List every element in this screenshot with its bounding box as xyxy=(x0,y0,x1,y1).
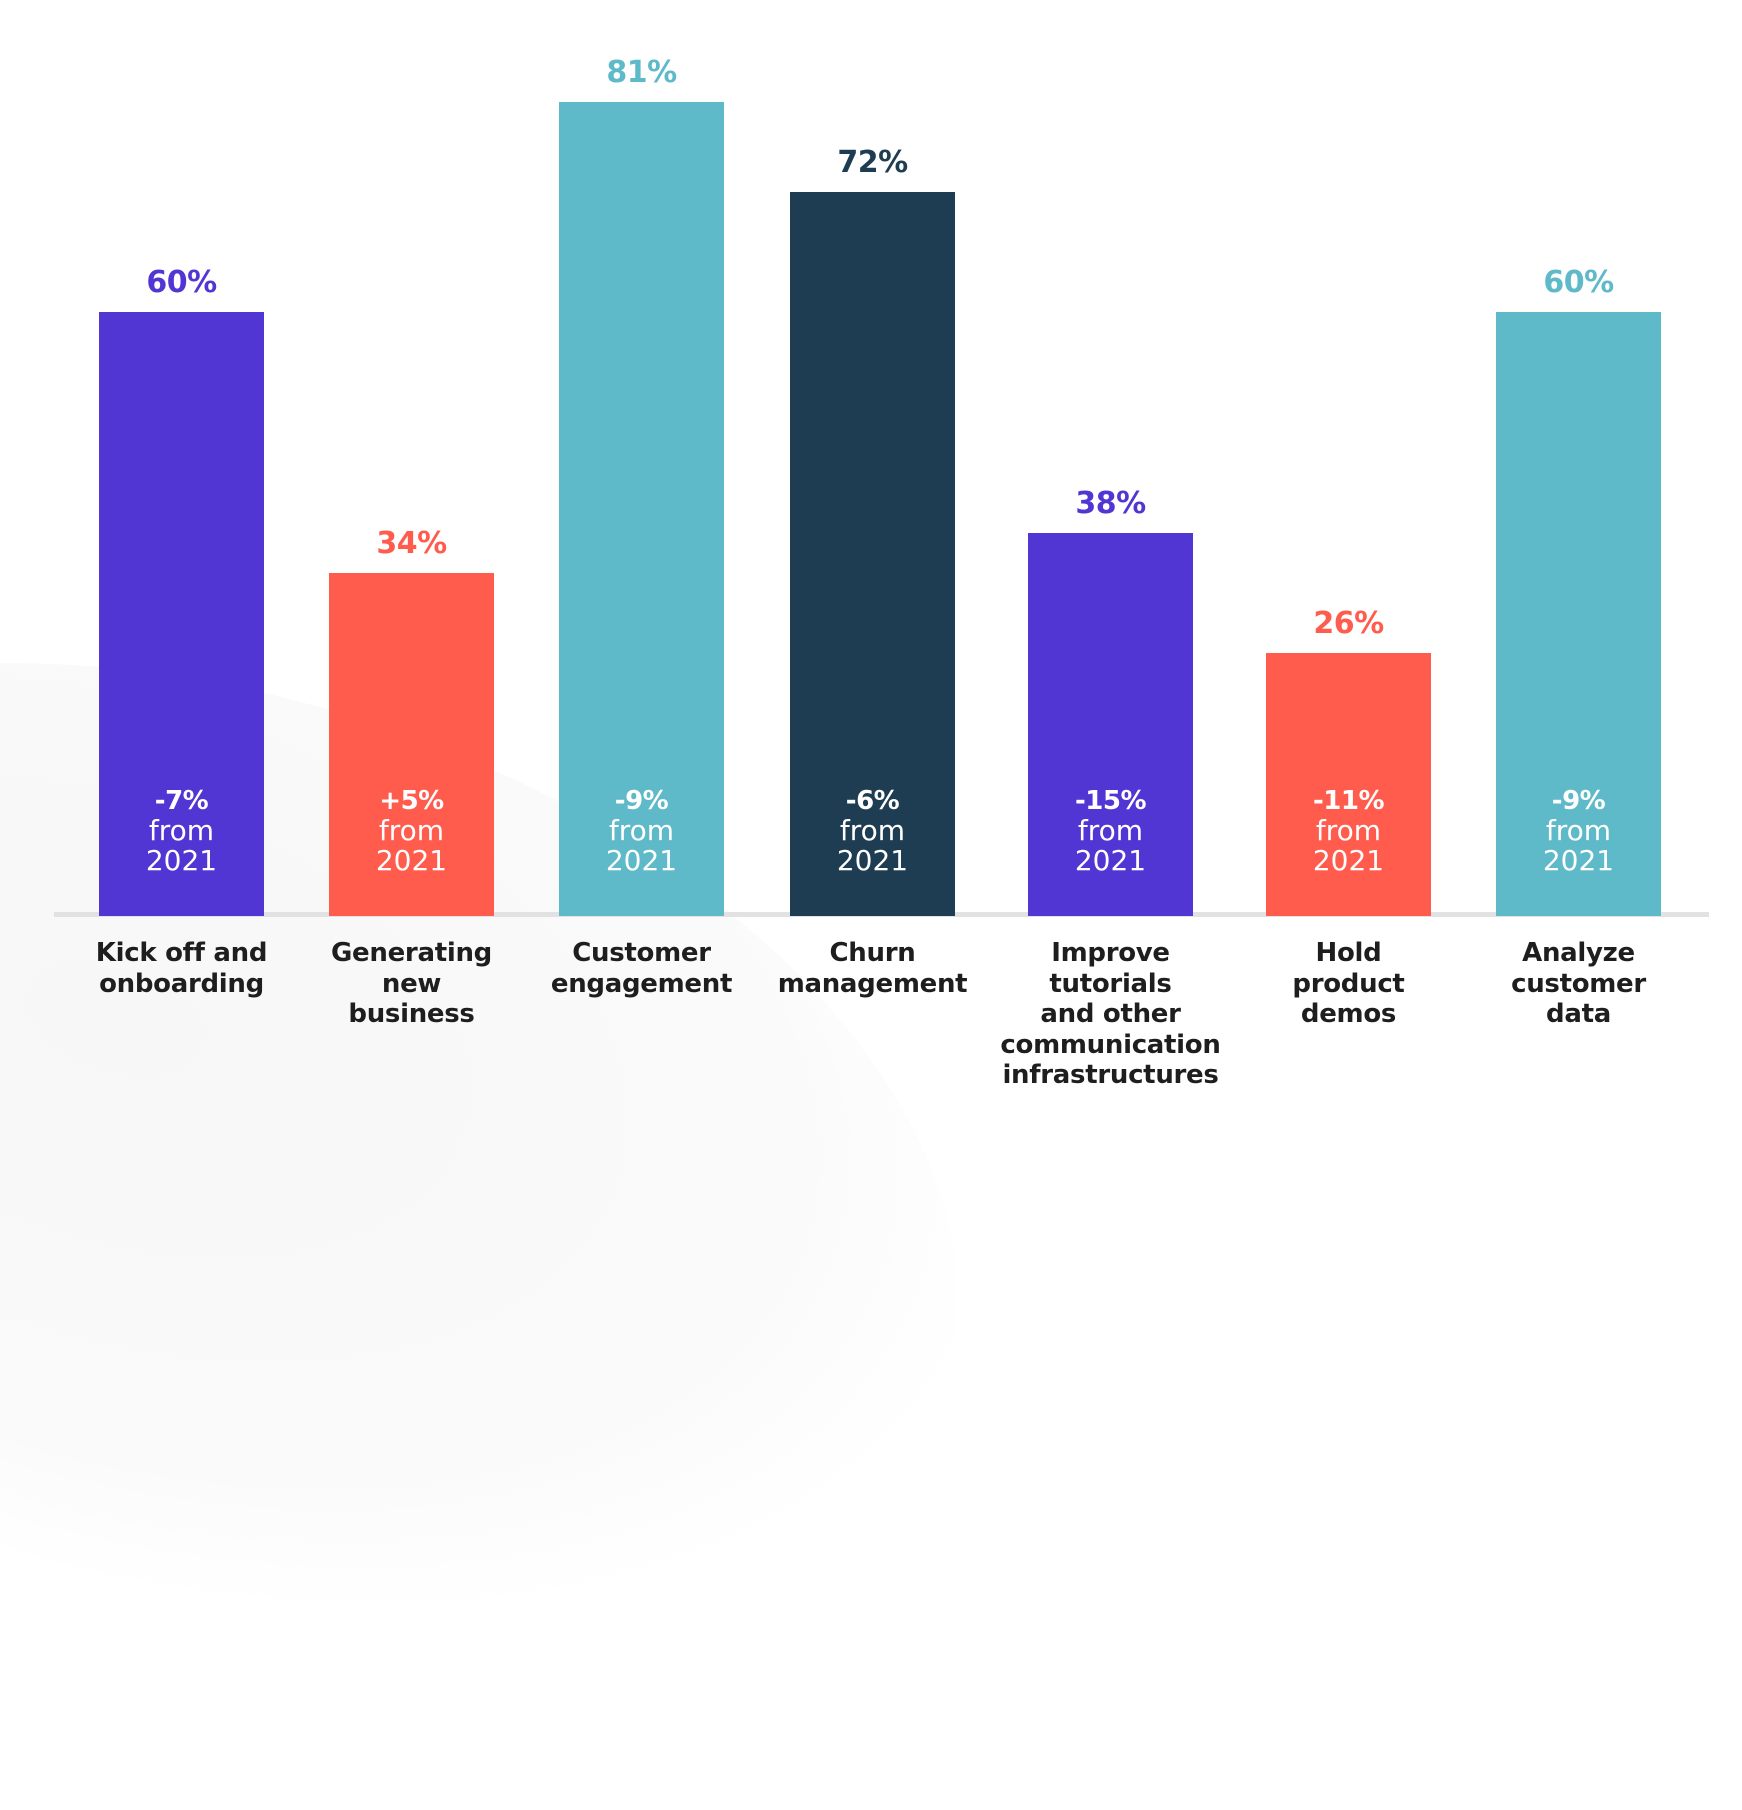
bar-group-4: 72% -6% from 2021 Churn management xyxy=(778,0,968,1210)
change-value: +5% xyxy=(379,786,444,816)
bar-value-label: 26% xyxy=(1313,606,1384,641)
change-annotation: -9% from 2021 xyxy=(1496,786,1661,876)
category-label-line: business xyxy=(348,999,475,1029)
category-label-line: product xyxy=(1292,968,1405,999)
bar-group-2: 34% +5% from 2021 Generating new business xyxy=(329,0,494,1210)
category-label: Hold product demos xyxy=(1226,938,1471,1030)
change-year-text: 2021 xyxy=(1074,844,1147,877)
change-year-text: 2021 xyxy=(1312,844,1385,877)
change-value: -11% xyxy=(1312,786,1385,816)
change-value: -6% xyxy=(845,786,900,816)
change-annotation: -11% from 2021 xyxy=(1266,786,1431,876)
bar[interactable] xyxy=(1496,312,1661,916)
bar-value-label: 72% xyxy=(837,145,908,180)
category-label-line: infrastructures xyxy=(1002,1060,1219,1090)
bar-group-3: 81% -9% from 2021 Customer engagement xyxy=(551,0,733,1210)
change-from-text: from xyxy=(1077,814,1144,847)
bar-group-7: 60% -9% from 2021 Analyze customer data xyxy=(1496,0,1661,1210)
change-year-text: 2021 xyxy=(605,844,678,877)
bar-group-1: 60% -7% from 2021 Kick off and onboarding xyxy=(96,0,268,1210)
category-label-line: management xyxy=(777,968,968,999)
category-label-line: demos xyxy=(1300,999,1397,1029)
change-from-text: from xyxy=(148,814,215,847)
bar-group-5: 38% -15% from 2021 Improve tutorials and o… xyxy=(1000,0,1220,1210)
category-label-line: Churn xyxy=(829,938,916,968)
category-label-line: Hold xyxy=(1315,938,1382,968)
category-label-line: and other xyxy=(1040,999,1181,1029)
category-label-line: Customer xyxy=(572,938,711,968)
category-label-line: engagement xyxy=(550,968,733,999)
category-label: Analyze customer data xyxy=(1456,938,1701,1030)
category-label-line: onboarding xyxy=(99,968,264,999)
category-label: Improve tutorials and other communication in… xyxy=(988,938,1233,1091)
bar[interactable] xyxy=(1266,653,1431,916)
bar[interactable] xyxy=(790,192,955,916)
change-annotation: -6% from 2021 xyxy=(790,786,955,876)
category-label-line: Kick off and xyxy=(95,938,268,968)
change-value: -9% xyxy=(1551,786,1606,816)
category-label-line: new xyxy=(381,968,442,999)
bar-value-label: 34% xyxy=(376,526,447,561)
bar[interactable] xyxy=(329,573,494,916)
change-annotation: -9% from 2021 xyxy=(559,786,724,876)
change-year-text: 2021 xyxy=(836,844,909,877)
change-from-text: from xyxy=(608,814,675,847)
category-label-line: tutorials xyxy=(1049,968,1172,999)
bar[interactable] xyxy=(1028,533,1193,916)
bar-value-label: 60% xyxy=(146,265,217,300)
category-label: Kick off and onboarding xyxy=(59,938,304,999)
change-year-text: 2021 xyxy=(375,844,448,877)
category-label: Churn management xyxy=(750,938,995,999)
bar-chart: 60% -7% from 2021 Kick off and onboarding… xyxy=(54,0,1709,1210)
change-from-text: from xyxy=(1315,814,1382,847)
change-value: -15% xyxy=(1074,786,1147,816)
category-label-line: Generating xyxy=(331,938,492,968)
bar-group-6: 26% -11% from 2021 Hold product demos xyxy=(1266,0,1431,1210)
change-from-text: from xyxy=(378,814,445,847)
change-annotation: -15% from 2021 xyxy=(1028,786,1193,876)
change-value: -9% xyxy=(614,786,669,816)
bar[interactable] xyxy=(559,102,724,916)
category-label: Customer engagement xyxy=(519,938,764,999)
category-label: Generating new business xyxy=(289,938,534,1030)
category-label-line: data xyxy=(1546,999,1611,1029)
category-label-line: communication xyxy=(1000,1029,1221,1060)
category-label-line: Analyze xyxy=(1522,938,1635,968)
bar-value-label: 38% xyxy=(1075,486,1146,521)
change-year-text: 2021 xyxy=(145,844,218,877)
category-label-line: customer xyxy=(1511,968,1646,999)
category-label-line: Improve xyxy=(1051,938,1170,968)
bar-value-label: 60% xyxy=(1543,265,1614,300)
change-from-text: from xyxy=(1545,814,1612,847)
change-from-text: from xyxy=(839,814,906,847)
bar-value-label: 81% xyxy=(606,55,677,90)
change-annotation: +5% from 2021 xyxy=(329,786,494,876)
bar[interactable] xyxy=(99,312,264,916)
change-annotation: -7% from 2021 xyxy=(99,786,264,876)
change-value: -7% xyxy=(154,786,209,816)
change-year-text: 2021 xyxy=(1542,844,1615,877)
